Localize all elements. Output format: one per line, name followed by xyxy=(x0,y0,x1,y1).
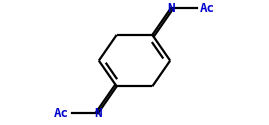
Text: Ac: Ac xyxy=(54,107,69,120)
Text: N: N xyxy=(167,2,175,15)
Text: N: N xyxy=(94,107,102,120)
Text: Ac: Ac xyxy=(200,2,215,15)
